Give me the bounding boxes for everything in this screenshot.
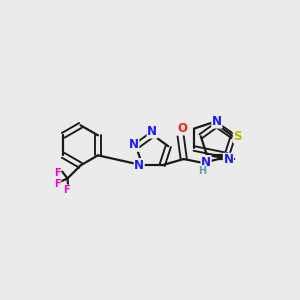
Text: N: N bbox=[147, 125, 157, 138]
Text: N: N bbox=[201, 156, 211, 169]
Text: F: F bbox=[54, 168, 61, 178]
Text: F: F bbox=[54, 179, 61, 189]
Text: N: N bbox=[224, 153, 233, 166]
Text: N: N bbox=[212, 115, 222, 128]
Text: N: N bbox=[134, 159, 144, 172]
Text: O: O bbox=[177, 122, 187, 135]
Text: S: S bbox=[233, 130, 242, 143]
Text: H: H bbox=[198, 166, 206, 176]
Text: F: F bbox=[63, 185, 70, 195]
Text: N: N bbox=[129, 138, 139, 151]
